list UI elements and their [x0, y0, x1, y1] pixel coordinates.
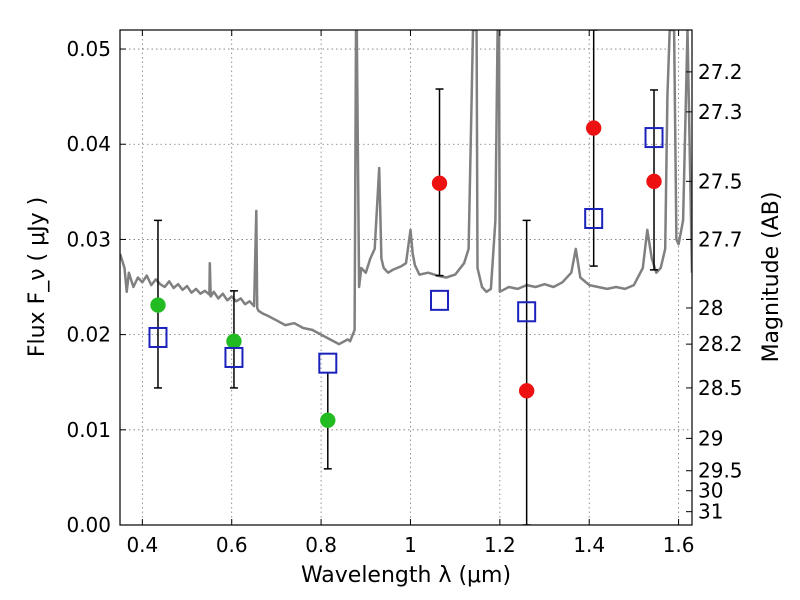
x-tick-label: 1.4 — [573, 533, 605, 557]
x-axis-label: Wavelength λ (μm) — [301, 563, 511, 588]
y2-tick-label: 31 — [698, 500, 723, 524]
y2-tick-label: 28.2 — [698, 332, 743, 356]
y2-tick-label: 27.3 — [698, 100, 743, 124]
plot-area — [120, 30, 692, 525]
y2-tick-label: 27.2 — [698, 60, 743, 84]
y-axis-label: Flux F_ν ( μJy ) — [25, 197, 50, 357]
y2-tick-label: 29.5 — [698, 459, 743, 483]
x-tick-label: 1.2 — [484, 533, 516, 557]
y-tick-label: 0.02 — [66, 323, 111, 347]
data-point-0 — [226, 333, 242, 350]
data-point-0 — [150, 297, 166, 313]
y2-tick-label: 27.7 — [698, 227, 743, 251]
data-point-1 — [646, 173, 662, 190]
marker-layer — [148, 120, 664, 429]
x-tick-label: 0.8 — [305, 533, 337, 557]
x-tick-label: 1.6 — [663, 533, 695, 557]
model-point-2 — [224, 346, 244, 368]
y2-tick-label: 28.5 — [698, 376, 743, 400]
y-tick-label: 0.01 — [66, 418, 111, 442]
x-tick-label: 0.4 — [126, 533, 158, 557]
y2-tick-label: 30 — [698, 479, 723, 503]
model-point-2 — [430, 289, 450, 311]
y2-tick-label: 28 — [698, 296, 723, 320]
x-tick-label: 1 — [404, 533, 417, 557]
y-tick-label: 0.03 — [66, 227, 111, 251]
y2-tick-label: 29 — [698, 426, 723, 450]
data-point-1 — [518, 383, 535, 399]
spectrum-layer — [120, 30, 692, 346]
data-point-1 — [431, 175, 448, 192]
model-point-2 — [148, 326, 168, 348]
y-tick-label: 0.05 — [66, 37, 111, 61]
model-point-2 — [584, 207, 604, 229]
y-tick-label: 0.00 — [66, 513, 111, 537]
model-point-2 — [644, 127, 664, 149]
data-point-0 — [320, 412, 336, 429]
x-axis: 0.4 0.6 0.8 1 1.2 1.4 1.6 — [126, 30, 695, 557]
model-point-2 — [517, 301, 537, 323]
spectrum-line — [120, 30, 692, 346]
y2-tick-label: 27.5 — [698, 169, 743, 193]
data-point-1 — [585, 120, 602, 136]
y2-axis-label: Magnitude (AB) — [759, 192, 784, 363]
model-point-2 — [318, 352, 338, 374]
plot-frame — [119, 29, 693, 526]
y-tick-label: 0.04 — [66, 132, 111, 156]
y-axis: 0.00 0.01 0.02 0.03 0.04 0.05 — [66, 37, 126, 537]
x-tick-label: 0.6 — [216, 533, 248, 557]
